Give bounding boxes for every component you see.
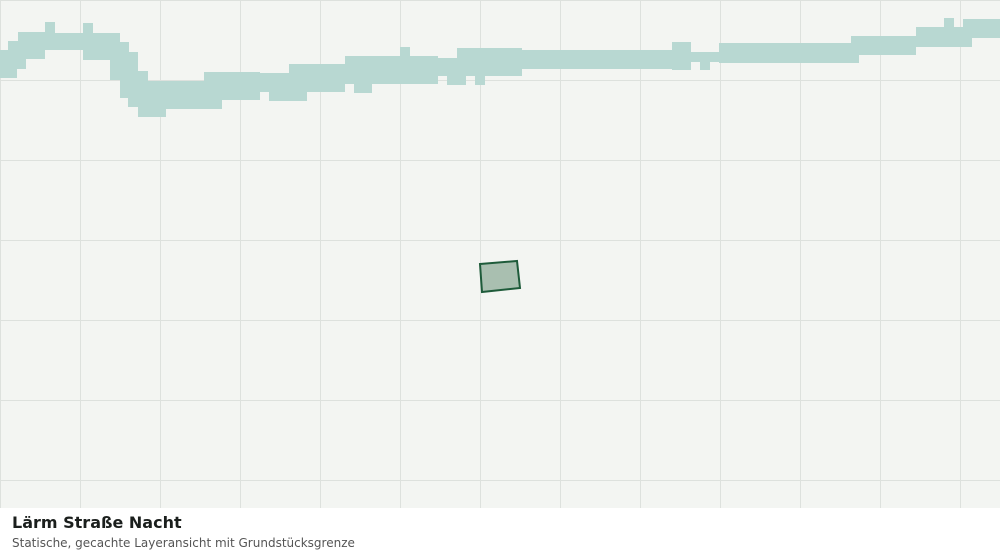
map — [0, 0, 1000, 508]
map-background — [0, 0, 1000, 508]
map-title: Lärm Straße Nacht — [12, 513, 182, 532]
noise-band — [0, 18, 1000, 117]
grid — [0, 0, 1000, 508]
map-subtitle: Statische, gecachte Layeransicht mit Gru… — [12, 536, 355, 550]
parcel-boundary — [478, 259, 522, 294]
